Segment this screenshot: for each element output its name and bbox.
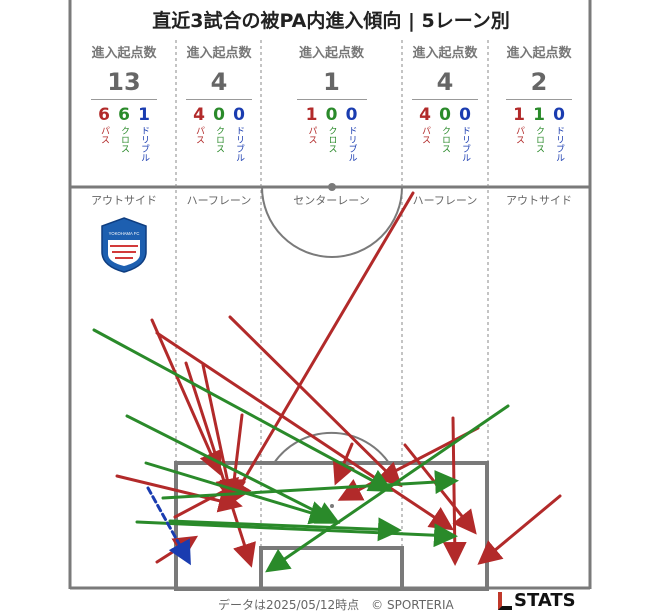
lane-total: 4 [436,68,454,96]
stat-label: 進入起点数 [186,46,252,61]
cross-arrow-21 [265,404,510,573]
center-circle [261,186,403,258]
pass-arrow-5 [201,363,240,503]
pass-label: パス [420,126,430,144]
penalty-arc [273,431,390,464]
stats-logo-icon [498,592,512,610]
dribble-count: 0 [345,105,358,125]
club-badge: YOKOHAMA FC [101,217,147,273]
pass-arrow-0 [228,191,415,506]
cross-count: 0 [439,105,451,125]
pass-count: 6 [98,105,110,125]
pass-arrow-11 [477,494,562,565]
pass-label: パス [306,126,317,144]
lane-total: 4 [210,68,228,96]
cross-label: クロス [534,126,544,153]
lane-total: 2 [530,68,548,96]
cross-arrow-16 [125,414,341,524]
cross-count: 1 [533,105,545,125]
pass-count: 4 [193,105,205,125]
cross-count: 6 [118,105,130,125]
lane-name-halfspace-left: ハーフレーン [186,194,252,207]
brand-text: STATS [514,590,576,611]
lane-name-outside-left: アウトサイド [91,194,157,207]
dribble-label: ドリブル [234,126,244,162]
cross-arrow-20 [168,517,402,542]
dribble-label: ドリブル [460,126,470,162]
stat-label: 進入起点数 [412,46,478,61]
pass-arrow-2 [155,331,454,531]
stat-label: 進入起点数 [298,46,364,61]
pass-label: パス [194,126,204,144]
cross-count: 0 [213,105,225,125]
penalty-spot [330,504,334,508]
pass-arrow-8 [403,443,477,535]
pass-arrow-3 [150,318,222,476]
pass-count: 1 [305,105,318,125]
stat-label: 進入起点数 [506,46,572,61]
pass-arrow-12 [115,474,243,513]
lane-stat-outside-left: 進入起点数 13 6 パス 6 クロス 1 ドリブル [80,42,168,162]
lane-name-outside-right: アウトサイド [506,194,572,207]
dribble-label: ドリブル [139,126,149,162]
cross-count: 0 [325,105,338,125]
dribble-count: 0 [459,105,471,125]
goal-area [259,546,404,591]
dribble-count: 0 [233,105,245,125]
pass-arrow-7 [332,442,355,486]
page-title: 直近3試合の被PA内進入傾向 | 5レーン別 [152,10,510,32]
club-badge-label: YOKOHAMA FC [109,231,140,236]
cross-arrow-15 [92,328,394,492]
pass-count: 4 [419,105,431,125]
pass-count: 1 [513,105,525,125]
dribble-count: 1 [138,105,150,125]
center-spot [328,183,336,191]
lane-stat-outside-right: 進入起点数 2 1 パス 1 クロス 0 ドリブル [494,42,584,162]
cross-label: クロス [119,126,129,153]
lane-name-halfspace-right: ハーフレーン [412,194,478,207]
lane-total: 1 [323,68,340,96]
dribble-arrow-22 [146,486,191,566]
lane-total: 13 [107,68,141,96]
cross-label: クロス [326,126,337,153]
stat-label: 進入起点数 [91,46,157,61]
pass-label: パス [514,126,524,144]
pass-arrow-1 [228,315,403,488]
lane-stat-halfspace-left: 進入起点数 4 4 パス 0 クロス 0 ドリブル [178,42,260,162]
data-date-footer: データは2025/05/12時点 © SPORTERIA [218,598,454,612]
cross-label: クロス [440,126,450,153]
arrow-layer [92,191,562,573]
cross-arrow-18 [161,470,459,500]
dribble-count: 0 [553,105,565,125]
lane-stat-halfspace-right: 進入起点数 4 4 パス 0 クロス 0 ドリブル [404,42,486,162]
lane-name-center: センターレーン [293,194,370,207]
cross-arrow-17 [144,461,334,525]
cross-arrow-19 [135,520,458,548]
dribble-label: ドリブル [554,126,564,162]
pass-label: パス [99,126,109,144]
brand-logo: STATS [498,590,576,611]
cross-label: クロス [214,126,224,153]
dribble-label: ドリブル [346,126,357,162]
lane-stat-center: 進入起点数 1 1 パス 0 クロス 0 ドリブル [263,42,400,162]
